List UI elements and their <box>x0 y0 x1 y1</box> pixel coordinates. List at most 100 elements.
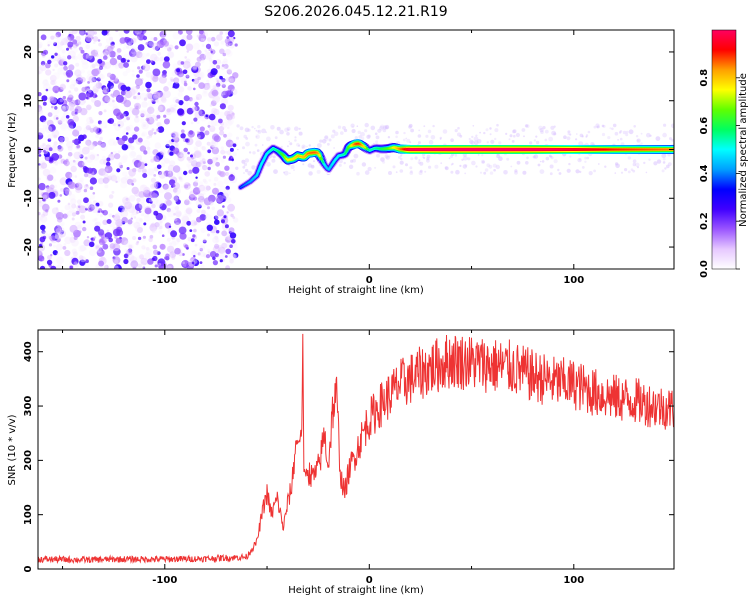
noise-blob <box>643 161 646 165</box>
noise-blob <box>75 62 80 67</box>
noise-blob <box>52 250 58 256</box>
noise-blob <box>138 85 145 92</box>
noise-blob <box>179 39 186 47</box>
noise-blob <box>116 168 121 173</box>
noise-blob <box>157 104 166 113</box>
noise-blob <box>169 107 175 113</box>
noise-blob <box>144 207 152 215</box>
noise-blob <box>194 149 202 157</box>
noise-blob <box>289 172 291 174</box>
noise-blob <box>225 171 229 176</box>
noise-blob <box>418 171 423 175</box>
noise-blob <box>255 129 258 132</box>
noise-blob <box>254 127 256 130</box>
noise-blob <box>208 58 213 62</box>
noise-blob <box>306 145 308 148</box>
noise-blob <box>63 160 70 167</box>
noise-blob <box>115 219 123 227</box>
noise-blob <box>213 41 220 47</box>
noise-blob <box>206 224 213 231</box>
noise-blob <box>153 37 158 41</box>
noise-blob <box>61 104 69 112</box>
noise-blob <box>442 129 448 134</box>
noise-blob <box>288 140 291 143</box>
noise-blob <box>286 145 289 148</box>
noise-blob <box>549 172 553 176</box>
noise-blob <box>174 104 178 108</box>
noise-blob <box>117 55 122 60</box>
noise-blob <box>627 156 631 160</box>
noise-blob <box>163 118 170 125</box>
noise-blob <box>173 77 180 84</box>
noise-blob <box>542 126 546 130</box>
noise-blob <box>38 255 45 262</box>
noise-blob <box>131 48 138 55</box>
noise-blob <box>405 163 408 167</box>
noise-blob <box>92 141 98 147</box>
noise-blob <box>210 142 216 148</box>
noise-blob <box>167 171 175 179</box>
noise-blob <box>195 179 199 183</box>
noise-blob <box>99 214 103 218</box>
noise-blob <box>120 177 128 184</box>
noise-blob <box>38 123 41 128</box>
noise-blob <box>136 74 140 78</box>
noise-blob <box>628 129 634 135</box>
noise-blob <box>54 63 59 68</box>
noise-blob <box>296 143 300 147</box>
noise-blob <box>45 186 52 193</box>
noise-blob <box>40 230 48 239</box>
noise-blob <box>130 213 135 218</box>
noise-blob <box>185 207 193 215</box>
noise-blob <box>148 198 152 203</box>
noise-blob <box>97 229 105 236</box>
noise-blob <box>212 95 221 103</box>
noise-blob <box>148 237 153 243</box>
noise-blob <box>83 100 87 103</box>
noise-blob <box>125 197 129 201</box>
noise-blob <box>102 64 108 70</box>
noise-blob <box>60 66 64 69</box>
noise-blob <box>635 162 640 167</box>
noise-blob <box>174 222 181 229</box>
noise-blob <box>526 156 529 160</box>
noise-blob <box>90 237 94 241</box>
noise-blob <box>45 69 52 76</box>
noise-blob <box>540 130 544 134</box>
noise-blob <box>225 185 230 191</box>
noise-blob <box>102 86 109 94</box>
noise-blob <box>127 124 134 131</box>
noise-blob <box>230 88 238 96</box>
noise-blob <box>379 126 384 131</box>
noise-blob <box>87 152 96 160</box>
noise-blob <box>191 257 195 261</box>
noise-blob <box>95 202 100 207</box>
noise-blob <box>492 163 497 168</box>
noise-blob <box>81 146 90 155</box>
noise-blob <box>55 117 59 120</box>
noise-blob <box>179 177 184 182</box>
noise-blob <box>62 95 66 100</box>
noise-blob <box>96 248 105 257</box>
noise-blob <box>67 55 72 60</box>
noise-blob <box>188 201 192 205</box>
noise-blob <box>47 255 52 260</box>
noise-blob <box>38 189 43 195</box>
noise-blob <box>38 41 43 49</box>
noise-blob <box>69 103 75 108</box>
noise-blob <box>53 178 57 182</box>
noise-blob <box>111 190 115 194</box>
noise-blob <box>69 83 76 90</box>
noise-blob <box>152 68 161 77</box>
noise-blob <box>124 175 129 180</box>
noise-blob <box>229 232 237 239</box>
noise-blob <box>108 80 111 84</box>
snr-y-tick-label: 300 <box>23 396 34 417</box>
noise-blob <box>180 77 188 85</box>
noise-blob <box>96 247 102 253</box>
noise-blob <box>166 237 171 242</box>
noise-blob <box>459 134 463 138</box>
noise-blob <box>54 106 58 110</box>
noise-blob <box>149 223 158 232</box>
noise-blob <box>195 176 198 179</box>
